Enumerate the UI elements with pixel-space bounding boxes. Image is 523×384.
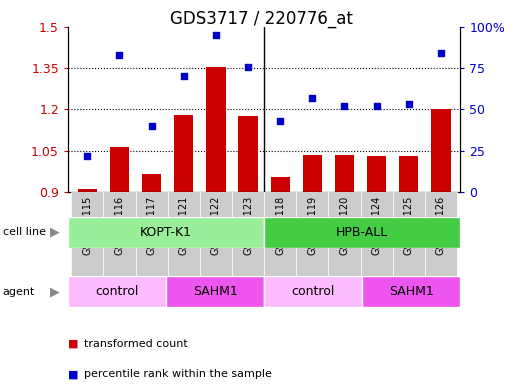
Bar bbox=[425, 192, 457, 307]
Bar bbox=[264, 192, 296, 307]
Point bbox=[83, 152, 92, 159]
Bar bbox=[264, 276, 362, 307]
Point bbox=[437, 50, 445, 56]
Text: agent: agent bbox=[3, 287, 35, 297]
Bar bbox=[206, 67, 225, 192]
Text: control: control bbox=[95, 285, 139, 298]
Bar bbox=[68, 217, 264, 248]
Bar bbox=[135, 192, 168, 307]
Bar bbox=[71, 192, 104, 307]
Text: percentile rank within the sample: percentile rank within the sample bbox=[84, 369, 271, 379]
Bar bbox=[142, 174, 161, 192]
Bar bbox=[296, 192, 328, 307]
Text: GSM455122: GSM455122 bbox=[211, 195, 221, 255]
Bar bbox=[303, 155, 322, 192]
Text: ▶: ▶ bbox=[50, 226, 60, 239]
Bar bbox=[328, 192, 360, 307]
Bar bbox=[77, 189, 97, 192]
Bar bbox=[360, 192, 393, 307]
Text: GSM455123: GSM455123 bbox=[243, 195, 253, 255]
Text: SAHM1: SAHM1 bbox=[389, 285, 434, 298]
Bar bbox=[104, 192, 135, 307]
Text: GSM455115: GSM455115 bbox=[82, 195, 92, 255]
Text: GSM455118: GSM455118 bbox=[275, 195, 285, 255]
Text: HPB-ALL: HPB-ALL bbox=[336, 226, 388, 239]
Point bbox=[276, 118, 285, 124]
Text: GSM455116: GSM455116 bbox=[115, 195, 124, 255]
Bar bbox=[200, 192, 232, 307]
Text: ■: ■ bbox=[68, 369, 78, 379]
Bar bbox=[68, 276, 166, 307]
Point bbox=[115, 52, 123, 58]
Bar bbox=[232, 192, 264, 307]
Text: GSM455126: GSM455126 bbox=[436, 195, 446, 255]
Bar bbox=[399, 156, 418, 192]
Bar bbox=[110, 147, 129, 192]
Bar bbox=[264, 217, 460, 248]
Point bbox=[372, 103, 381, 109]
Text: SAHM1: SAHM1 bbox=[192, 285, 237, 298]
Bar bbox=[393, 192, 425, 307]
Point bbox=[147, 123, 156, 129]
Text: GSM455125: GSM455125 bbox=[404, 195, 414, 255]
Point bbox=[212, 32, 220, 38]
Bar bbox=[166, 276, 264, 307]
Text: ■: ■ bbox=[68, 339, 78, 349]
Text: GSM455117: GSM455117 bbox=[146, 195, 156, 255]
Point bbox=[308, 95, 316, 101]
Text: transformed count: transformed count bbox=[84, 339, 187, 349]
Bar bbox=[335, 155, 354, 192]
Point bbox=[405, 101, 413, 108]
Bar bbox=[367, 156, 386, 192]
Bar bbox=[362, 276, 460, 307]
Bar bbox=[168, 192, 200, 307]
Point bbox=[179, 73, 188, 79]
Bar bbox=[270, 177, 290, 192]
Text: GSM455124: GSM455124 bbox=[372, 195, 382, 255]
Text: GSM455120: GSM455120 bbox=[339, 195, 349, 255]
Text: GDS3717 / 220776_at: GDS3717 / 220776_at bbox=[170, 10, 353, 28]
Text: cell line: cell line bbox=[3, 227, 46, 237]
Text: control: control bbox=[291, 285, 335, 298]
Point bbox=[340, 103, 349, 109]
Bar bbox=[431, 109, 451, 192]
Bar bbox=[174, 115, 194, 192]
Text: ▶: ▶ bbox=[50, 285, 60, 298]
Text: GSM455121: GSM455121 bbox=[179, 195, 189, 255]
Bar bbox=[238, 116, 258, 192]
Text: GSM455119: GSM455119 bbox=[308, 195, 317, 255]
Point bbox=[244, 63, 252, 70]
Text: KOPT-K1: KOPT-K1 bbox=[140, 226, 192, 239]
